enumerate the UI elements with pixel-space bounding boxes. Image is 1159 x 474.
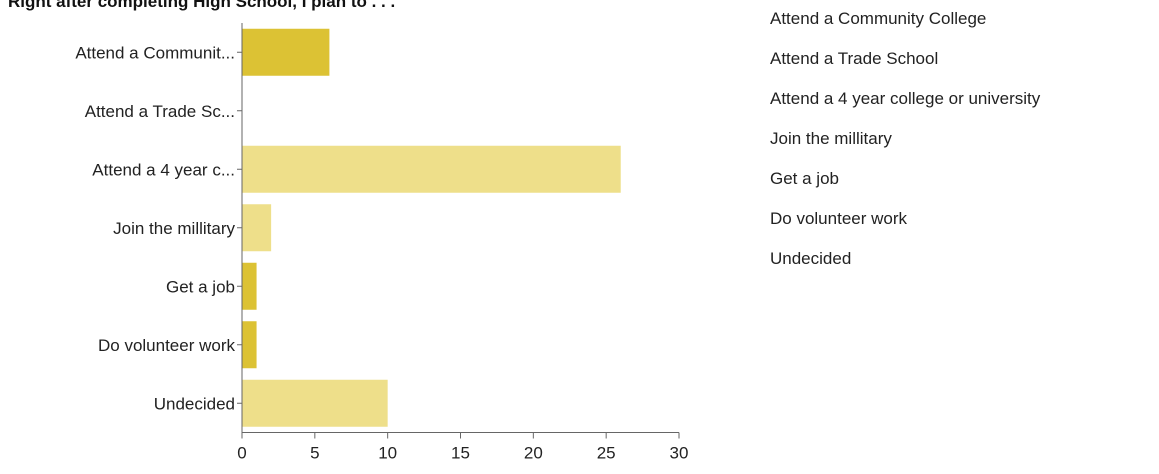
x-tick-label: 20 bbox=[524, 444, 543, 463]
x-tick-label: 25 bbox=[597, 444, 616, 463]
x-tick-label: 10 bbox=[378, 444, 397, 463]
legend-item: Join the millitary bbox=[770, 129, 892, 148]
x-tick-label: 0 bbox=[237, 444, 246, 463]
x-tick-label: 15 bbox=[451, 444, 470, 463]
bar bbox=[242, 262, 257, 310]
bar bbox=[242, 379, 388, 427]
x-tick-label: 30 bbox=[670, 444, 689, 463]
legend-item: Get a job bbox=[770, 169, 839, 188]
chart-title: Right after completing High School, I pl… bbox=[8, 0, 396, 11]
bar bbox=[242, 321, 257, 369]
bar bbox=[242, 28, 330, 76]
bar bbox=[242, 204, 272, 252]
category-label: Get a job bbox=[166, 277, 235, 296]
category-label: Undecided bbox=[154, 394, 235, 413]
category-label: Do volunteer work bbox=[98, 336, 236, 355]
legend-item: Undecided bbox=[770, 249, 852, 268]
legend-item: Attend a Trade School bbox=[770, 49, 939, 68]
bar bbox=[242, 145, 621, 193]
x-tick-label: 5 bbox=[310, 444, 319, 463]
legend-item: Attend a 4 year college or university bbox=[770, 89, 1041, 108]
legend-item: Do volunteer work bbox=[770, 209, 908, 228]
legend: Attend a Community College Attend a Trad… bbox=[770, 6, 1040, 286]
category-label: Join the millitary bbox=[113, 219, 235, 238]
bar-chart: Attend a Communit... Attend a Trade Sc...… bbox=[75, 23, 689, 463]
category-label: Attend a Trade Sc... bbox=[85, 102, 235, 121]
category-label: Attend a 4 year c... bbox=[92, 160, 235, 179]
legend-item: Attend a Community College bbox=[770, 9, 987, 28]
category-label: Attend a Communit... bbox=[75, 43, 235, 62]
